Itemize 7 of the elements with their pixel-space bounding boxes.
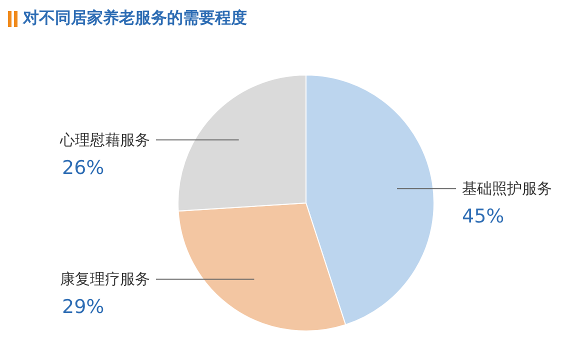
data-label: 29% [62,296,104,318]
slice-label: 基础照护服务 [462,180,552,198]
data-label: 45% [462,206,504,228]
slice-label: 康复理疗服务 [60,270,150,288]
slice-label: 心理慰藉服务 [59,130,150,149]
data-label: 26% [62,156,104,179]
chart-title: 对不同居家养老服务的需要程度 [23,8,247,29]
